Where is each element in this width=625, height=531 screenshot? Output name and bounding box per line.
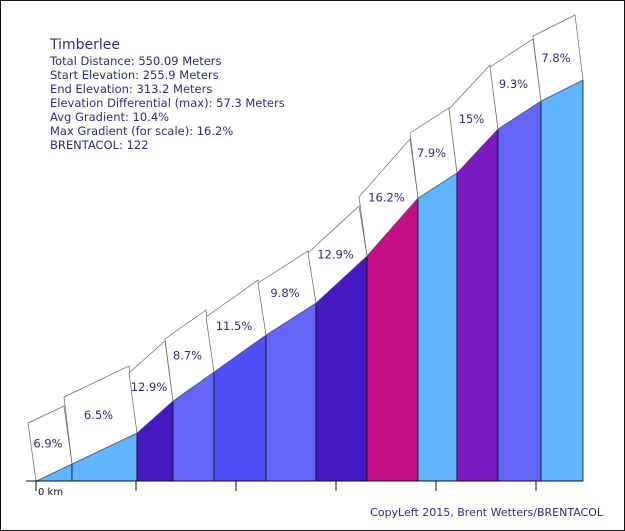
segment-label-band	[448, 64, 499, 174]
info-total-distance: Total Distance: 550.09 Meters	[50, 54, 222, 68]
info-avg-gradient: Avg Gradient: 10.4%	[50, 110, 170, 124]
segment-gradient-label: 6.5%	[84, 408, 113, 422]
segment-label-band	[27, 405, 73, 482]
info-brentacol: BRENTACOL: 122	[50, 138, 149, 152]
segment-label-band	[409, 107, 458, 199]
segment-gradient-label: 9.3%	[499, 77, 528, 91]
x-tick-label: 0 km	[38, 487, 63, 498]
segment-label-band	[257, 250, 317, 336]
segment-label-band	[63, 365, 138, 465]
segment-gradient-label: 12.9%	[131, 380, 168, 394]
gradient-segment	[540, 79, 584, 482]
info-max-gradient: Max Gradient (for scale): 16.2%	[50, 124, 234, 138]
segment-gradient-label: 7.8%	[541, 51, 570, 65]
segment-label-band	[489, 38, 542, 130]
gradient-segment	[497, 100, 542, 482]
segment-label-band	[358, 138, 419, 257]
segment-gradient-label: 15%	[459, 112, 485, 126]
gradient-segment	[456, 127, 499, 482]
segment-label-band	[164, 309, 215, 402]
chart-title: Timberlee	[50, 37, 121, 53]
gradient-segment	[417, 172, 458, 482]
segment-gradient-label: 8.7%	[173, 349, 202, 363]
segment-gradient-label: 12.9%	[317, 248, 354, 262]
segment-gradient-label: 16.2%	[368, 191, 405, 205]
segment-gradient-label: 6.9%	[33, 437, 62, 451]
credit-text: CopyLeft 2015, Brent Wetters/BRENTACOL	[370, 506, 603, 519]
segment-label-band	[307, 205, 368, 304]
info-end-elevation: End Elevation: 313.2 Meters	[50, 82, 213, 96]
segment-gradient-label: 11.5%	[216, 319, 253, 333]
segment-gradient-label: 7.9%	[417, 146, 446, 160]
segment-label-band	[532, 14, 584, 102]
segment-gradient-label: 9.8%	[270, 286, 299, 300]
info-panel: Timberlee Total Distance: 550.09 Meters …	[50, 36, 285, 152]
info-elevation-differential: Elevation Differential (max): 57.3 Meter…	[50, 96, 285, 110]
segment-label-band	[205, 279, 267, 373]
info-start-elevation: Start Elevation: 255.9 Meters	[50, 68, 219, 82]
